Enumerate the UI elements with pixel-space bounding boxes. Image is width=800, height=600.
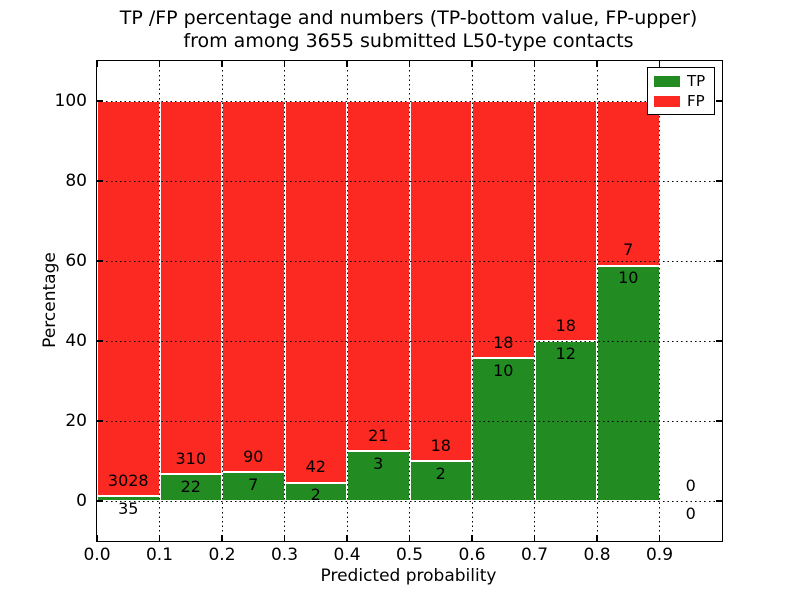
bar-count-label-tp: 0 [685,503,696,523]
grid-line-v [471,61,473,541]
x-tick-mark [283,535,286,541]
x-tick-mark-top [158,61,161,67]
bar-count-label-tp: 10 [493,360,514,380]
x-tick-mark-top [596,61,598,67]
bar-segment-fp [347,101,410,451]
x-tick-mark [408,535,411,541]
bar-segment-fp [472,101,535,359]
legend-item-label: TP [687,71,706,90]
grid-line-v [221,61,223,541]
y-tick-mark-right [716,180,722,182]
bar-count-label-tp: 3 [373,453,384,473]
x-tick-mark-top [221,61,223,67]
bar-segment-fp [97,101,160,497]
plot-area: TP FP 3028 35 310 22 90 7 42 2 21 3 18 2 18 10 18 12 7 10 0… [55,60,723,565]
y-tick-mark-right [716,340,722,342]
x-tick-label: 0.3 [270,545,299,565]
x-tick-mark-top [96,61,98,67]
x-tick-label: 0.0 [83,545,111,565]
x-tick-mark [596,535,598,541]
bar-count-label-fp: 18 [493,332,514,352]
bar-segment-fp [409,101,472,461]
y-tick-label: 100 [54,91,87,111]
bar-count-label-fp: 21 [368,425,389,445]
x-tick-label: 0.6 [458,545,486,565]
y-tick-mark-right [716,260,722,262]
bar-count-label-tp: 22 [180,476,201,496]
chart-title: TP /FP percentage and numbers (TP-bottom… [96,7,721,53]
grid-line-v [659,61,660,541]
x-tick-mark [658,535,661,541]
x-tick-label: 0.8 [583,545,611,565]
bar-count-label-fp: 0 [685,475,696,495]
legend: TP FP [647,67,715,115]
bar-segment-fp [159,101,222,475]
x-tick-mark [533,535,536,541]
chart-title-line1: TP /FP percentage and numbers (TP-bottom… [119,7,698,29]
legend-swatch [654,95,680,107]
y-tick-mark [97,180,103,182]
grid-line-v [596,61,598,541]
legend-item: FP [654,91,708,110]
grid-line-v [409,61,410,541]
bar-segment-fp [534,101,597,341]
bar-count-label-tp: 7 [248,474,259,494]
x-tick-mark-top [283,61,286,67]
x-tick-mark-top [346,61,348,67]
y-tick-label: 20 [65,411,87,431]
y-tick-mark [97,260,103,262]
y-tick-mark-right [716,420,722,422]
x-tick-label: 0.7 [520,545,549,565]
y-tick-label: 0 [76,491,87,511]
legend-item: TP [654,71,708,90]
x-tick-label: 0.2 [208,545,236,565]
x-tick-label: 0.9 [645,545,674,565]
y-tick-mark [97,420,103,422]
y-tick-mark-right [716,500,722,502]
grid-line-v [284,61,285,541]
x-tick-mark [158,535,161,541]
y-tick-mark [97,500,103,502]
x-tick-mark-top [658,61,661,67]
grid-line-v [159,61,160,541]
x-tick-mark [471,535,473,541]
y-tick-label: 80 [65,171,87,191]
bar-count-label-tp: 2 [435,463,446,483]
bar-count-label-tp: 35 [118,498,139,518]
x-tick-mark-top [471,61,473,67]
x-tick-mark-top [408,61,411,67]
grid-line-v [534,61,535,541]
x-axis-label: Predicted probability [320,566,497,586]
bar-segment-fp [284,101,347,483]
legend-item-label: FP [687,91,705,110]
x-tick-label: 0.4 [333,545,361,565]
chart-title-line2: from among 3655 submitted L50-type conta… [183,30,634,52]
y-tick-label: 40 [65,331,87,351]
x-tick-mark [96,535,98,541]
bar-count-label-tp: 10 [618,268,639,288]
x-tick-mark [221,535,223,541]
bar-count-label-fp: 310 [175,448,207,468]
x-tick-mark [346,535,348,541]
grid-line-v [346,61,348,541]
y-tick-label: 60 [65,251,87,271]
bar-count-label-fp: 3028 [107,470,149,490]
bar-count-label-fp: 90 [243,446,264,466]
x-tick-mark-top [533,61,536,67]
bar-count-label-fp: 42 [305,457,326,477]
bar-count-label-tp: 12 [555,343,576,363]
y-tick-mark-right [716,100,722,102]
bar-count-label-fp: 7 [623,240,634,260]
y-tick-mark [97,100,103,102]
bar-count-label-tp: 2 [310,485,321,505]
y-tick-mark [97,340,103,342]
x-tick-label: 0.1 [145,545,174,565]
x-tick-label: 0.5 [395,545,424,565]
legend-swatch [654,75,680,87]
bar-segment-fp [222,101,285,473]
bar-segment-tp [597,265,660,501]
bar-count-label-fp: 18 [555,315,576,335]
bar-count-label-fp: 18 [430,435,451,455]
